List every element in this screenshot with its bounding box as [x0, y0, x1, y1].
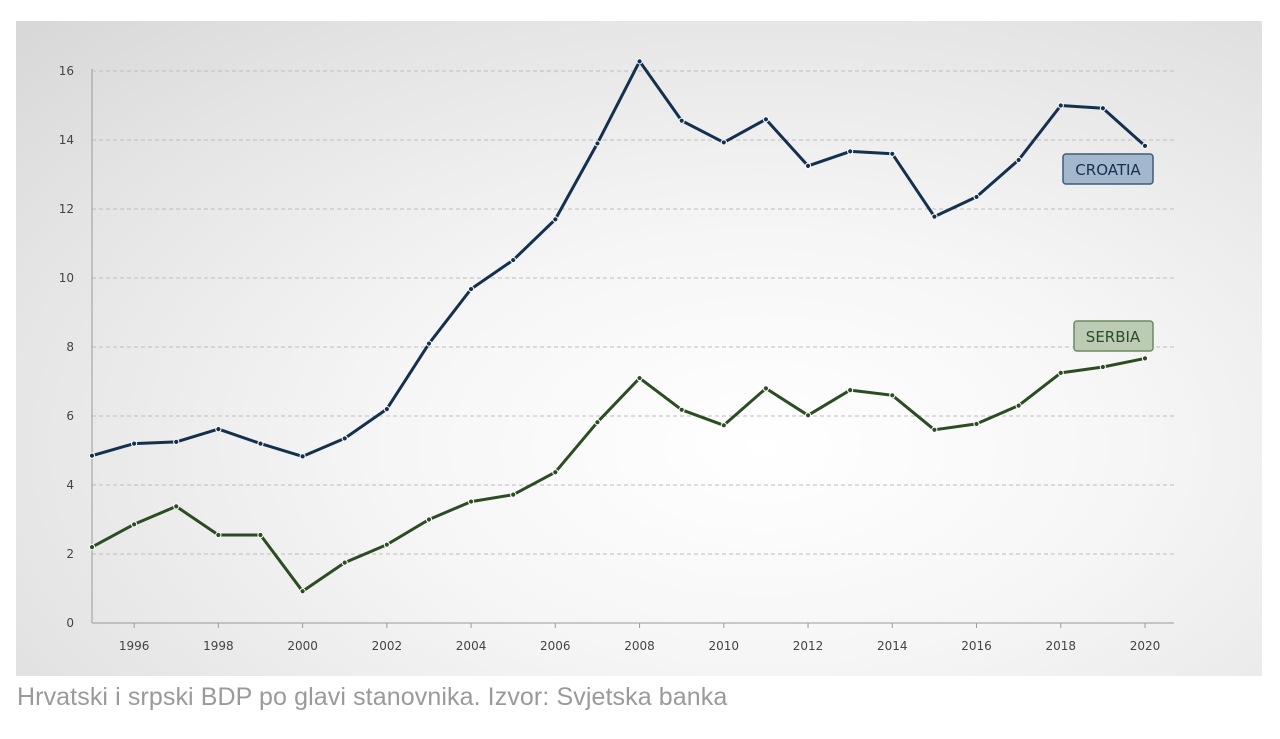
croatia-point — [1141, 142, 1149, 149]
croatia-point — [1099, 105, 1106, 112]
croatia-point — [931, 213, 938, 220]
y-tick-label: 10 — [59, 271, 74, 285]
croatia-point — [804, 162, 812, 169]
serbia-line — [91, 356, 1146, 593]
croatia-point — [257, 440, 264, 447]
croatia-line — [91, 59, 1146, 458]
axes — [91, 69, 1174, 624]
serbia-series — [88, 355, 1149, 595]
serbia-series-label: SERBIA — [1073, 320, 1154, 352]
croatia-point — [889, 150, 896, 157]
series-lines — [88, 58, 1149, 595]
croatia-point — [88, 452, 96, 459]
croatia-point — [678, 117, 685, 124]
serbia-point — [467, 498, 475, 505]
serbia-point — [1099, 363, 1106, 371]
croatia-point — [215, 426, 222, 433]
x-tick-label: 1996 — [119, 639, 150, 653]
croatia-point — [425, 340, 433, 347]
y-tick-label: 12 — [59, 202, 74, 216]
croatia-point — [383, 406, 390, 413]
croatia-point — [720, 139, 727, 146]
croatia-point — [1057, 102, 1064, 109]
x-tick-label: 1998 — [203, 639, 234, 653]
x-tick-label: 2014 — [877, 639, 908, 653]
serbia-point — [889, 392, 896, 399]
croatia-label-text: CROATIA — [1075, 161, 1141, 179]
x-tick-label: 2018 — [1045, 639, 1076, 653]
y-tick-label: 14 — [59, 133, 74, 147]
chart-panel: 0 2 4 6 8 10 12 14 16 1996 1998 2000 2002 2004 2006 20… — [16, 21, 1262, 676]
croatia-series — [88, 58, 1149, 460]
serbia-point — [594, 419, 601, 426]
croatia-point — [131, 440, 138, 447]
x-tick-label: 2008 — [624, 639, 655, 653]
y-tick-label: 8 — [66, 340, 74, 354]
serbia-point — [341, 559, 348, 566]
y-tick-label: 0 — [66, 616, 74, 630]
x-tick-label: 2020 — [1130, 639, 1161, 653]
x-tick-label: 2000 — [287, 639, 318, 653]
croatia-label-box — [1062, 153, 1154, 185]
serbia-point — [931, 426, 938, 433]
serbia-point — [257, 531, 264, 539]
serbia-label-box — [1073, 320, 1154, 352]
croatia-point — [847, 148, 854, 155]
grid-lines — [92, 70, 1174, 555]
serbia-point — [88, 544, 96, 551]
serbia-point — [131, 521, 138, 528]
x-tick-label: 2006 — [540, 639, 571, 653]
x-tick-label: 2002 — [372, 639, 403, 653]
serbia-point — [383, 541, 390, 548]
x-tick-label: 2010 — [709, 639, 740, 653]
serbia-point — [678, 406, 685, 413]
x-tick-label: 2004 — [456, 639, 487, 653]
croatia-point — [173, 438, 180, 445]
serbia-point — [636, 374, 643, 382]
serbia-point — [762, 385, 770, 392]
croatia-series-label: CROATIA — [1062, 153, 1154, 185]
croatia-point — [762, 116, 770, 123]
serbia-point — [510, 491, 517, 498]
serbia-point — [215, 531, 222, 539]
serbia-point — [173, 503, 180, 510]
serbia-point — [973, 420, 980, 428]
croatia-point — [552, 216, 559, 223]
y-tick-labels: 0 2 4 6 8 10 12 14 16 — [59, 64, 74, 630]
y-tick-label: 6 — [66, 409, 74, 423]
croatia-point — [467, 285, 475, 293]
serbia-point — [720, 422, 727, 429]
serbia-point — [804, 412, 812, 419]
serbia-point — [1015, 402, 1022, 409]
serbia-point — [552, 469, 559, 476]
x-tick-labels: 1996 1998 2000 2002 2004 2006 2008 2010 2012 2014… — [119, 623, 1160, 653]
serbia-point — [1057, 369, 1064, 376]
serbia-point — [1141, 355, 1149, 362]
croatia-point — [636, 58, 643, 65]
croatia-point — [1015, 156, 1022, 164]
croatia-point — [594, 140, 601, 147]
series-labels: CROATIA SERBIA — [1062, 153, 1154, 352]
croatia-point — [973, 193, 980, 201]
y-tick-label: 2 — [66, 547, 74, 561]
x-tick-label: 2012 — [793, 639, 824, 653]
serbia-label-text: SERBIA — [1086, 328, 1141, 346]
croatia-point — [299, 453, 306, 460]
line-chart: 0 2 4 6 8 10 12 14 16 1996 1998 2000 2002 2004 2006 20… — [59, 58, 1174, 653]
serbia-point — [847, 387, 854, 394]
x-tick-label: 2016 — [961, 639, 992, 653]
figure-caption: Hrvatski i srpski BDP po glavi stanovnik… — [17, 683, 728, 711]
croatia-point — [510, 256, 517, 264]
serbia-point — [299, 588, 306, 595]
croatia-point — [341, 435, 348, 442]
y-tick-label: 16 — [59, 64, 74, 78]
serbia-point — [425, 516, 433, 523]
y-tick-label: 4 — [66, 478, 74, 492]
